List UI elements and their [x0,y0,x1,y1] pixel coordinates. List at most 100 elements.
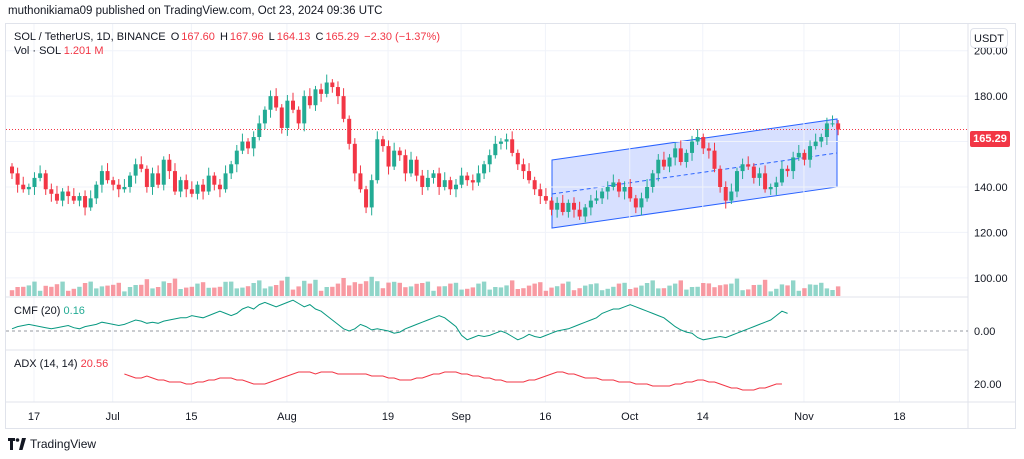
volume-bar [347,285,352,296]
volume-bar [155,287,161,296]
candle [201,184,206,192]
candle [32,177,37,187]
candle [66,191,71,197]
volume-bar [706,283,712,296]
candle [437,173,442,187]
adx-label[interactable]: ADX (14, 14) [14,358,78,370]
candle [678,148,683,162]
candle [751,166,756,178]
candle [420,175,425,187]
volume-bar [313,279,318,296]
volume-value: 1.201 M [63,45,104,57]
low-value: 164.13 [276,31,311,43]
candle [285,100,290,128]
footer-brand[interactable]: TradingView [8,437,96,451]
candle [347,118,352,144]
adx-value: 20.56 [80,358,109,370]
candle [99,171,104,185]
volume-bar [414,283,419,296]
x-tick-label: 18 [893,411,905,423]
y-tick-label: 100.00 [974,273,1008,285]
volume-bar [459,289,464,296]
volume-bar [49,286,54,296]
volume-bar [257,280,262,296]
candle [808,146,813,160]
volume-bar [285,276,290,296]
candle [746,164,751,167]
high-value: 167.96 [229,31,264,43]
candle [313,89,318,106]
volume-bar [200,282,206,296]
x-tick-label: 14 [697,411,709,423]
candle [605,186,610,192]
volume-bar [234,288,239,296]
candle [217,184,222,190]
volume-bar [830,290,835,296]
volume-bar [588,284,594,296]
cmf-value: 0.16 [63,305,85,317]
candle [661,159,666,167]
candle [319,89,324,94]
candle [572,202,576,210]
volume-bar [178,289,183,296]
candle [251,137,256,149]
candle [352,143,357,174]
candle [757,173,762,178]
candle [588,200,593,208]
candle [796,152,801,158]
volume-bar [532,283,537,296]
candle [560,202,565,212]
volume-bar [622,282,627,296]
candle [279,107,284,128]
volume-bar [639,285,644,296]
volume-bar [751,285,757,296]
candle [172,171,177,192]
publish-header: muthonikiama09 published on TradingView.… [0,0,1024,22]
last-price-tag: 165.29 [970,131,1010,147]
volume-bar [819,282,824,296]
y-tick-label: 180.00 [974,91,1008,103]
volume-bar [554,286,560,296]
volume-label[interactable]: Vol · SOL [14,45,61,57]
candle [639,198,644,208]
candle [785,168,790,172]
volume-bar [465,288,470,296]
candle [645,186,650,199]
candle [397,150,402,156]
volume-bar [431,290,436,296]
volume-bar [481,281,487,296]
volume-legend: Vol · SOL 1.201 M [14,45,103,57]
volume-bar [363,281,369,296]
open-value: 167.60 [181,31,215,43]
publisher-line: muthonikiama09 published on TradingView.… [8,5,383,17]
candle [88,198,93,208]
candle [701,137,706,149]
candle [122,186,127,190]
x-tick-label: 17 [28,411,40,423]
volume-bar [184,287,189,296]
volume-bar [110,284,116,296]
candle [684,152,689,162]
candle [83,196,88,208]
candle [650,173,655,187]
volume-bar [82,283,88,296]
candle [330,82,335,88]
candle [532,180,537,190]
candle [403,155,408,174]
candle [482,164,487,174]
candle [498,141,503,144]
volume-bar [599,290,605,296]
volume-bar [9,290,15,296]
cmf-label[interactable]: CMF (20) [14,305,61,317]
volume-bar [757,284,762,296]
currency-button[interactable]: USDT [970,28,1008,48]
candle [830,123,835,125]
candle [656,159,661,174]
cmf-line [11,299,788,341]
volume-bar [712,287,717,296]
symbol-label[interactable]: SOL / TetherUS, 1D, BINANCE [14,31,166,43]
volume-bar [240,287,245,296]
candle [229,164,234,174]
chart-frame [5,23,1016,429]
